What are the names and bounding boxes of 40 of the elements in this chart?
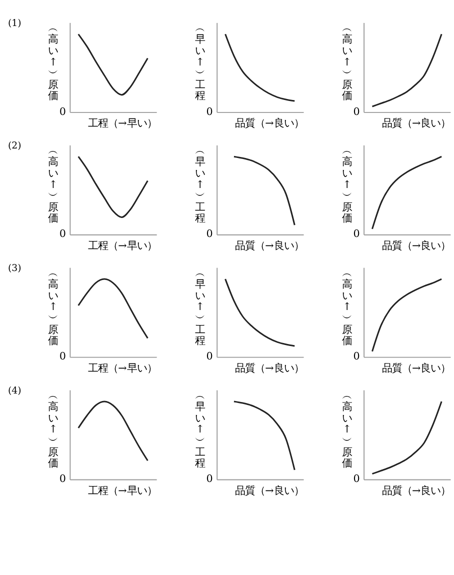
x-axis-title: 品質（→良い）	[235, 484, 304, 497]
y-axis-title: ︵早い↑︶工程	[195, 22, 206, 102]
y-axis-title: ︵早い↑︶工程	[195, 267, 206, 348]
chart-title: (4)	[8, 386, 22, 397]
x-axis-title: 工程（→早い）	[88, 484, 157, 497]
x-axis-title: 品質（→良い）	[382, 118, 451, 130]
y-axis-title: ︵高い↑︶原価	[48, 267, 58, 348]
text: 0	[59, 228, 66, 240]
text: 0	[353, 350, 360, 363]
x-axis-title: 工程（→早い）	[88, 362, 157, 374]
x-axis-title: 品質（→良い）	[235, 240, 304, 252]
x-axis-title: 品質（→良い）	[382, 240, 451, 252]
y-axis-title: ︵高い↑︶原価	[342, 22, 352, 102]
chart-title: (1)	[8, 18, 22, 30]
text: 0	[353, 106, 360, 118]
y-axis-title: ︵高い↑︶原価	[342, 390, 352, 470]
y-axis-title: ︵高い↑︶原価	[48, 390, 58, 470]
text: 0	[353, 473, 360, 486]
x-axis-title: 工程（→早い）	[88, 118, 157, 130]
text: 0	[59, 473, 66, 486]
y-axis-title: ︵高い↑︶原価	[342, 267, 352, 348]
x-axis-title: 品質（→良い）	[382, 484, 451, 497]
x-axis-title: 品質（→良い）	[235, 362, 304, 374]
y-axis-title: ︵高い↑︶原価	[48, 144, 58, 225]
text: 0	[206, 473, 213, 486]
text: 0	[59, 106, 66, 118]
text: 0	[206, 350, 213, 363]
text: 0	[206, 228, 213, 240]
y-axis-title: ︵高い↑︶原価	[342, 144, 352, 225]
x-axis-title: 品質（→良い）	[235, 118, 304, 130]
x-axis-title: 品質（→良い）	[382, 362, 451, 374]
y-axis-title: ︵高い↑︶原価	[48, 22, 58, 102]
y-axis-title: ︵早い↑︶工程	[195, 144, 206, 225]
text: 0	[353, 228, 360, 240]
y-axis-title: ︵早い↑︶工程	[195, 390, 206, 470]
chart-title: (3)	[8, 263, 22, 274]
chart-title: (2)	[8, 140, 22, 152]
text: 0	[59, 350, 66, 363]
text: 0	[206, 106, 213, 118]
x-axis-title: 工程（→早い）	[88, 240, 157, 252]
